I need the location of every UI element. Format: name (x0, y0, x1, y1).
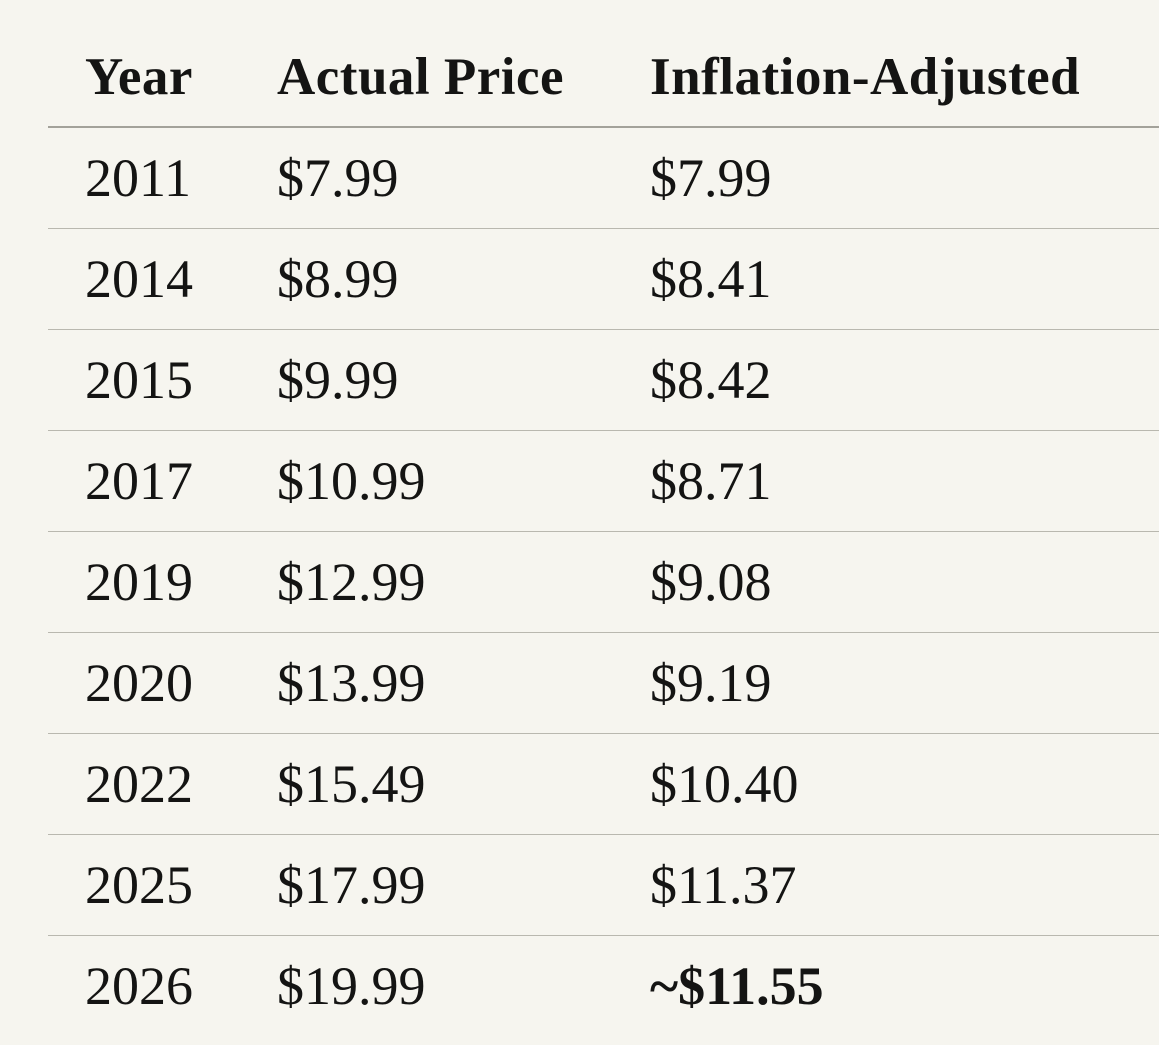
actual-price-cell: $8.99 (277, 248, 399, 309)
actual-price-cell: $9.99 (277, 349, 399, 410)
header-row: Year Actual Price Inflation-Adjusted (48, 0, 1159, 128)
table-row: 2011 $7.99 $7.99 (48, 127, 1159, 228)
adjusted-price-cell: $10.40 (650, 753, 799, 814)
column-header-year: Year (48, 0, 240, 128)
actual-price-cell: $7.99 (277, 147, 399, 208)
actual-price-cell: $12.99 (277, 551, 426, 612)
column-header-actual-price: Actual Price (240, 0, 613, 128)
table-row: 2026 $19.99 ~$11.55 (48, 935, 1159, 1036)
adjusted-price-cell: $7.99 (650, 147, 772, 208)
table-row: 2015 $9.99 $8.42 (48, 329, 1159, 430)
adjusted-price-cell: $9.19 (650, 652, 772, 713)
year-cell: 2020 (85, 652, 193, 713)
table-row: 2025 $17.99 $11.37 (48, 834, 1159, 935)
table-row: 2017 $10.99 $8.71 (48, 430, 1159, 531)
table-row: 2022 $15.49 $10.40 (48, 733, 1159, 834)
actual-price-cell: $13.99 (277, 652, 426, 713)
column-header-inflation-adjusted: Inflation-Adjusted (613, 0, 1159, 128)
table-body: 2011 $7.99 $7.99 2014 $8.99 $8.41 2015 $… (48, 127, 1159, 1036)
adjusted-price-cell: $8.41 (650, 248, 772, 309)
adjusted-price-cell: $8.71 (650, 450, 772, 511)
table-row: 2020 $13.99 $9.19 (48, 632, 1159, 733)
table-row: 2014 $8.99 $8.41 (48, 228, 1159, 329)
year-cell: 2022 (85, 753, 193, 814)
year-cell: 2015 (85, 349, 193, 410)
actual-price-cell: $17.99 (277, 854, 426, 915)
adjusted-price-cell: $9.08 (650, 551, 772, 612)
adjusted-price-cell: $8.42 (650, 349, 772, 410)
year-cell: 2019 (85, 551, 193, 612)
adjusted-price-cell: ~$11.55 (650, 955, 824, 1016)
price-comparison-table: Year Actual Price Inflation-Adjusted 201… (48, 0, 1159, 1036)
table-row: 2019 $12.99 $9.08 (48, 531, 1159, 632)
year-cell: 2017 (85, 450, 193, 511)
year-cell: 2014 (85, 248, 193, 309)
actual-price-cell: $19.99 (277, 955, 426, 1016)
year-cell: 2011 (85, 147, 191, 208)
actual-price-cell: $10.99 (277, 450, 426, 511)
year-cell: 2025 (85, 854, 193, 915)
year-cell: 2026 (85, 955, 193, 1016)
adjusted-price-cell: $11.37 (650, 854, 797, 915)
actual-price-cell: $15.49 (277, 753, 426, 814)
